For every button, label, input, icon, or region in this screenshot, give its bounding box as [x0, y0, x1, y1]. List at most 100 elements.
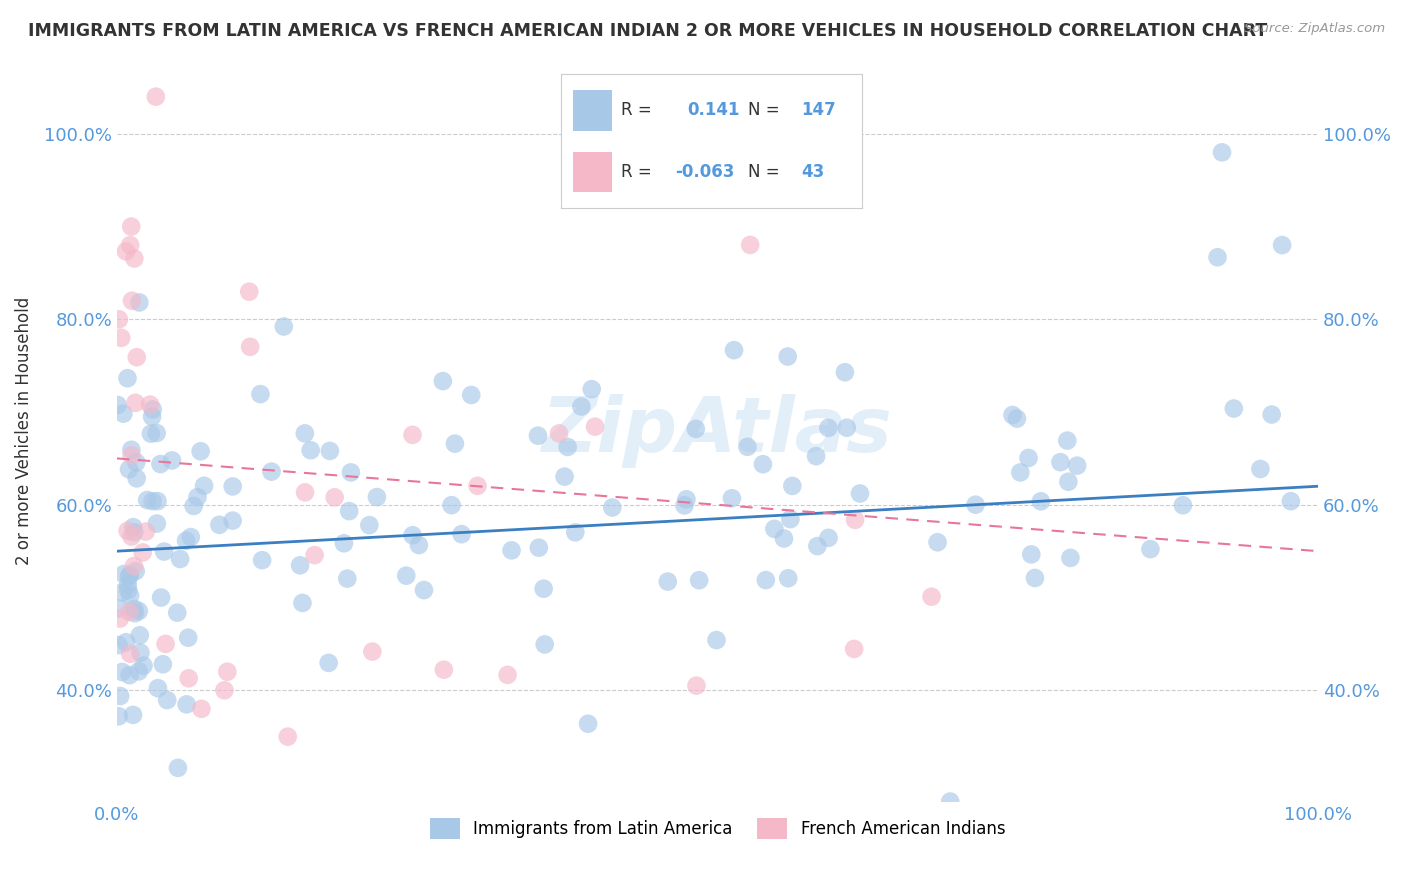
Point [337, 504, 360, 518]
Point [1056, 434, 1078, 448]
Point [139, 398, 162, 412]
Point [844, 513, 866, 527]
Point [1010, 466, 1032, 480]
Point [299, 443, 322, 458]
Point [776, 350, 799, 364]
Point [706, 633, 728, 648]
Point [139, 426, 162, 441]
Point [323, 491, 346, 505]
Point [1001, 408, 1024, 422]
Point [804, 449, 827, 463]
Point [124, 525, 146, 540]
Point [108, 312, 131, 326]
Point [304, 548, 326, 562]
Point [685, 422, 707, 436]
Point [817, 421, 839, 435]
Point [167, 761, 190, 775]
Point [145, 89, 167, 103]
Point [120, 647, 142, 661]
Point [132, 658, 155, 673]
Point [554, 469, 576, 483]
Point [527, 541, 550, 555]
Point [1029, 494, 1052, 508]
Point [136, 493, 159, 508]
Point [581, 382, 603, 396]
Point [336, 572, 359, 586]
Point [117, 578, 139, 592]
Point [217, 665, 239, 679]
Point [557, 440, 579, 454]
Point [440, 498, 463, 512]
Point [107, 398, 129, 412]
Point [124, 606, 146, 620]
Point [112, 567, 135, 582]
Legend: Immigrants from Latin America, French American Indians: Immigrants from Latin America, French Am… [423, 812, 1012, 846]
Point [408, 538, 430, 552]
Y-axis label: 2 or more Vehicles in Household: 2 or more Vehicles in Household [15, 296, 32, 565]
Point [1223, 401, 1246, 416]
Point [239, 340, 262, 354]
Point [107, 601, 129, 615]
Point [496, 668, 519, 682]
Point [1018, 450, 1040, 465]
Point [107, 709, 129, 723]
Point [1049, 455, 1071, 469]
Point [1171, 498, 1194, 512]
Point [117, 583, 139, 598]
Point [125, 564, 148, 578]
Point [208, 517, 231, 532]
Point [319, 444, 342, 458]
Point [778, 571, 800, 585]
Point [121, 449, 143, 463]
Point [190, 444, 212, 458]
Point [340, 466, 363, 480]
Point [125, 455, 148, 469]
Point [118, 462, 141, 476]
Point [174, 533, 197, 548]
Point [186, 490, 208, 504]
Point [160, 453, 183, 467]
Point [146, 516, 169, 531]
Point [927, 535, 949, 549]
Point [107, 638, 129, 652]
Point [111, 665, 134, 679]
Point [444, 436, 467, 450]
Point [806, 539, 828, 553]
Point [129, 646, 152, 660]
Point [921, 590, 943, 604]
Point [108, 611, 131, 625]
Point [1211, 145, 1233, 160]
Point [359, 518, 381, 533]
Point [146, 681, 169, 695]
Point [155, 637, 177, 651]
Point [249, 387, 271, 401]
Point [737, 440, 759, 454]
Point [108, 689, 131, 703]
Point [842, 642, 865, 657]
Point [413, 582, 436, 597]
Point [122, 520, 145, 534]
Point [965, 498, 987, 512]
Text: Source: ZipAtlas.com: Source: ZipAtlas.com [1244, 22, 1385, 36]
Point [135, 524, 157, 539]
Point [1249, 462, 1271, 476]
Point [128, 295, 150, 310]
Point [433, 663, 456, 677]
Point [763, 522, 786, 536]
Point [122, 559, 145, 574]
Point [291, 596, 314, 610]
Point [688, 573, 710, 587]
Point [260, 465, 283, 479]
Point [1057, 475, 1080, 489]
Point [834, 365, 856, 379]
Point [117, 524, 139, 538]
Point [333, 536, 356, 550]
Point [600, 500, 623, 515]
Point [112, 407, 135, 421]
Point [120, 219, 142, 234]
Point [142, 402, 165, 417]
Point [221, 479, 243, 493]
Point [153, 544, 176, 558]
Point [657, 574, 679, 589]
Point [146, 494, 169, 508]
